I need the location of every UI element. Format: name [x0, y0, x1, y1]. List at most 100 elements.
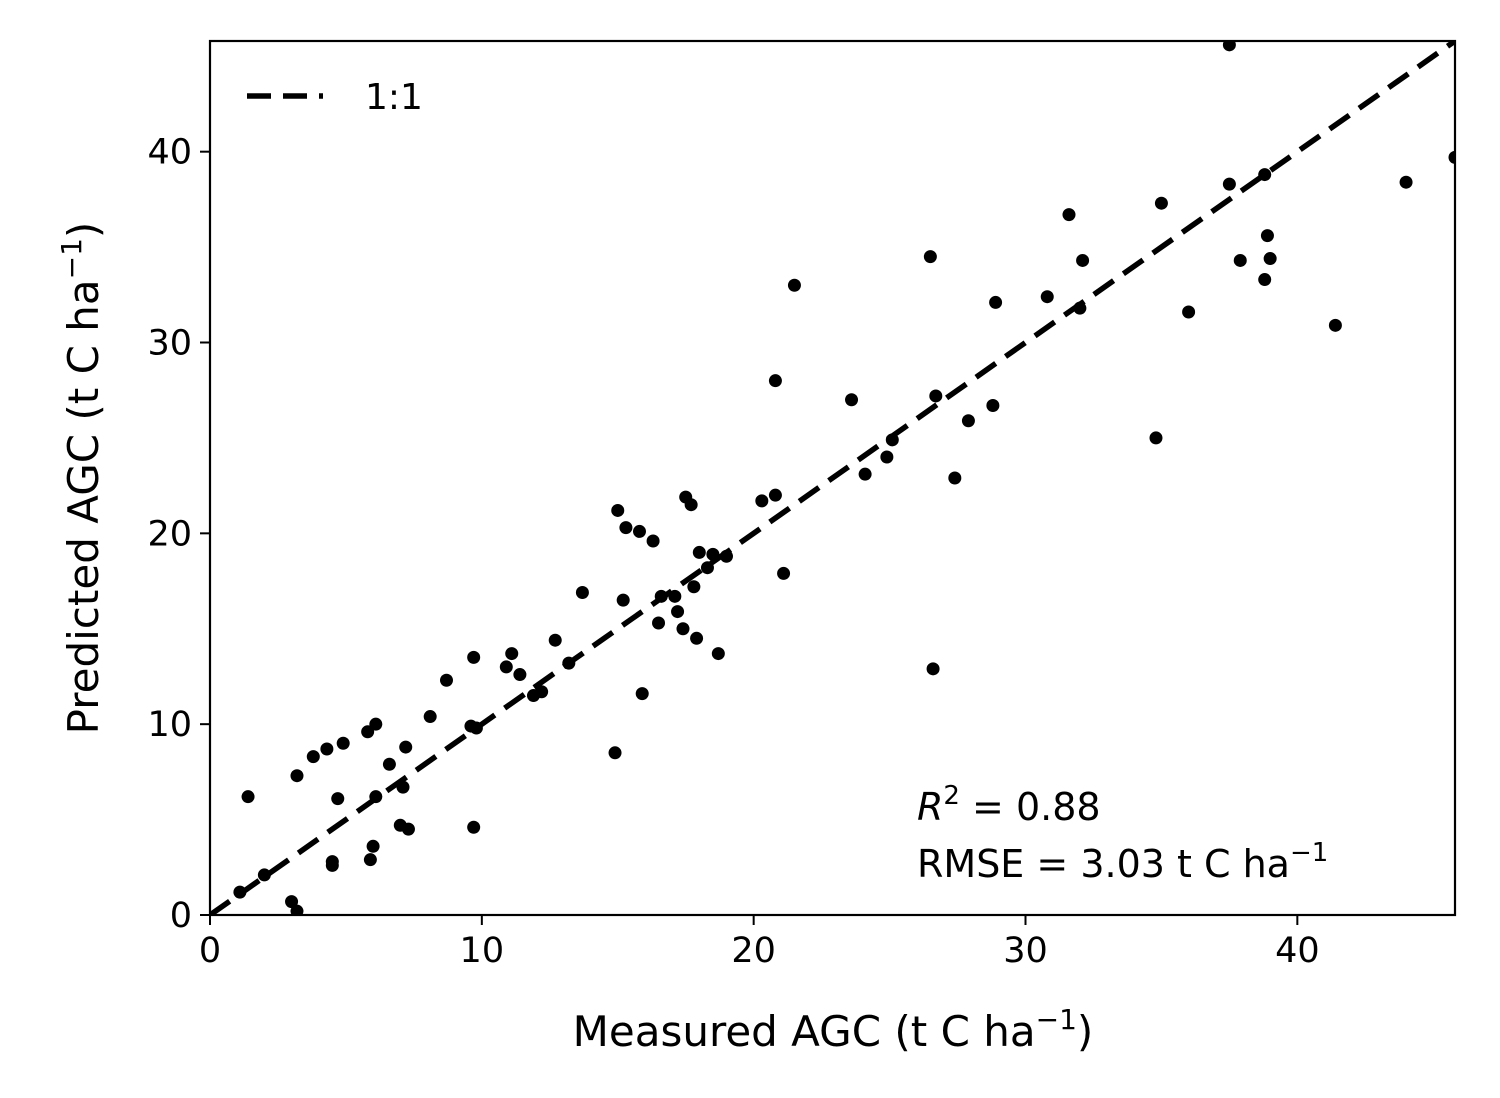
data-point	[1222, 41, 1236, 52]
y-tick-label: 20	[147, 514, 192, 554]
data-point	[1233, 253, 1247, 267]
data-point	[331, 792, 345, 806]
y-tick-label: 40	[147, 133, 192, 173]
r2-exponent: 2	[943, 781, 960, 811]
data-point	[382, 757, 396, 771]
data-point	[1260, 229, 1274, 243]
data-point	[923, 250, 937, 264]
data-point	[711, 647, 725, 661]
stats-annotation: R2 = 0.88 RMSE = 3.03 t C ha−1	[917, 781, 1328, 886]
data-point	[363, 853, 377, 867]
y-axis-label-exponent: −1	[55, 238, 88, 279]
x-tick-label: 10	[460, 931, 505, 971]
data-point	[535, 685, 549, 699]
x-tick-label: 30	[1003, 931, 1048, 971]
data-point	[366, 839, 380, 853]
data-point	[608, 746, 622, 760]
data-point	[700, 561, 714, 575]
data-point	[787, 278, 801, 292]
data-point	[290, 904, 304, 915]
data-point	[755, 494, 769, 508]
data-point	[1448, 150, 1455, 164]
rmse-text: RMSE = 3.03 t C ha	[917, 842, 1290, 886]
r2-symbol: R	[917, 785, 943, 829]
data-point	[1076, 253, 1090, 267]
data-point	[652, 616, 666, 630]
data-point	[989, 295, 1003, 309]
data-point	[692, 545, 706, 559]
x-tick-label: 20	[731, 931, 776, 971]
rmse-exponent: −1	[1290, 838, 1328, 868]
data-point	[1328, 318, 1342, 332]
data-point	[948, 471, 962, 485]
data-point	[285, 895, 299, 909]
data-point	[684, 498, 698, 512]
data-point	[369, 717, 383, 731]
data-point	[1154, 196, 1168, 210]
data-point	[858, 467, 872, 481]
data-point	[320, 742, 334, 756]
data-point	[439, 673, 453, 687]
x-axis-label: Measured AGC (t C ha−1)	[573, 1003, 1094, 1056]
data-point	[676, 622, 690, 636]
y-tick-label: 10	[147, 705, 192, 745]
data-point	[1040, 290, 1054, 304]
x-axis-label-text: Measured AGC (t C ha	[573, 1007, 1036, 1056]
plot-frame	[208, 39, 1457, 917]
data-point	[505, 647, 519, 661]
x-tick-label: 0	[199, 931, 221, 971]
y-tick-label: 0	[170, 896, 192, 936]
data-point	[548, 633, 562, 647]
y-axis-ticks: 0 10 20 30 40	[147, 133, 210, 936]
data-point	[880, 450, 894, 464]
data-point	[1149, 431, 1163, 445]
r2-annotation: R2 = 0.88	[917, 781, 1101, 829]
data-point	[1263, 252, 1277, 266]
data-point	[325, 858, 339, 872]
data-point	[687, 580, 701, 594]
data-point	[499, 660, 513, 674]
data-point	[768, 374, 782, 388]
data-point	[845, 393, 859, 407]
data-point	[467, 820, 481, 834]
y-axis-label: Predicted AGC (t C ha−1)	[55, 222, 108, 735]
x-axis-label-close: )	[1077, 1007, 1093, 1056]
data-point	[1182, 305, 1196, 319]
y-axis-label-text: Predicted AGC (t C ha	[59, 279, 108, 734]
data-point	[1062, 208, 1076, 222]
data-point	[632, 524, 646, 538]
data-point	[611, 503, 625, 517]
data-point	[616, 593, 630, 607]
data-point	[777, 566, 791, 580]
legend: 1:1	[247, 77, 423, 118]
data-point	[671, 605, 685, 619]
data-point	[929, 389, 943, 403]
y-tick-label: 30	[147, 324, 192, 364]
data-point	[961, 414, 975, 428]
data-point	[423, 710, 437, 724]
data-point	[361, 725, 375, 739]
data-point	[986, 398, 1000, 412]
data-points	[233, 41, 1455, 915]
data-point	[1222, 177, 1236, 191]
data-point	[399, 740, 413, 754]
data-point	[646, 534, 660, 548]
rmse-annotation: RMSE = 3.03 t C ha−1	[917, 838, 1328, 886]
legend-label: 1:1	[365, 77, 423, 118]
x-tick-label: 40	[1275, 931, 1320, 971]
data-point	[336, 736, 350, 750]
x-axis-label-exponent: −1	[1036, 1003, 1077, 1036]
data-point	[290, 769, 304, 783]
data-point	[467, 650, 481, 664]
data-point	[1258, 273, 1272, 287]
data-point	[306, 750, 320, 764]
data-point	[690, 631, 704, 645]
data-point	[1258, 168, 1272, 182]
one-to-one-line	[210, 41, 1455, 915]
data-point	[619, 521, 633, 535]
data-point	[241, 790, 255, 804]
data-point	[401, 822, 415, 836]
data-point	[635, 687, 649, 701]
data-point	[513, 668, 527, 682]
